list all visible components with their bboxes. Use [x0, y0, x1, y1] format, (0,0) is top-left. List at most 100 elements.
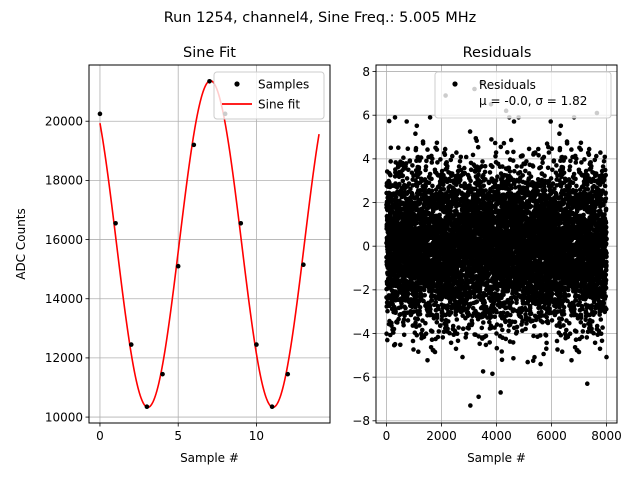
residual-point — [413, 320, 418, 326]
residual-point — [512, 168, 517, 174]
residual-point — [393, 309, 398, 314]
residual-point — [499, 357, 505, 363]
residual-point — [423, 164, 429, 169]
residual-point — [385, 308, 390, 314]
residual-point — [447, 330, 452, 336]
residual-point — [494, 322, 500, 327]
residual-point — [400, 173, 406, 178]
residual-point — [428, 307, 433, 312]
residual-point — [434, 315, 440, 321]
residual-point — [430, 329, 435, 334]
residual-point — [411, 347, 416, 352]
residual-point — [423, 320, 428, 326]
residual-point — [480, 369, 486, 374]
sample-point — [285, 371, 291, 377]
y-tick-label: 18000 — [45, 174, 83, 188]
sample-point — [207, 78, 212, 84]
residual-point — [434, 147, 440, 152]
residual-point — [482, 169, 488, 175]
residual-point — [410, 163, 415, 168]
sine-fit-title: Sine Fit — [183, 45, 236, 61]
residual-point — [404, 119, 410, 124]
residual-point — [477, 341, 483, 347]
residual-point — [429, 188, 435, 194]
residual-point — [499, 349, 505, 354]
residual-point — [463, 154, 469, 160]
sample-point — [113, 220, 118, 226]
residual-point — [401, 332, 407, 338]
residual-point — [446, 319, 451, 324]
residual-point — [415, 316, 421, 322]
residual-point — [507, 169, 513, 174]
sample-point — [128, 342, 134, 347]
residual-point — [401, 323, 406, 328]
sample-point — [160, 371, 165, 377]
residual-point — [384, 331, 389, 337]
residual-point — [427, 171, 433, 177]
residual-point — [512, 319, 518, 325]
sine-fit-grid — [89, 65, 330, 423]
x-tick-label: 0 — [96, 429, 104, 443]
residual-point — [406, 181, 412, 186]
residual-point — [479, 325, 485, 331]
residual-point — [455, 338, 461, 344]
residual-point — [510, 158, 516, 163]
residual-point — [398, 342, 403, 348]
residual-point — [503, 336, 509, 342]
figure-title: Run 1254, channel4, Sine Freq.: 5.005 MH… — [164, 10, 477, 26]
residual-point — [408, 186, 413, 192]
residual-point — [398, 304, 404, 310]
sine-fit-panel: Sine Fit 0 5 10 10000120001400016000180002… — [14, 45, 331, 465]
residual-point — [449, 310, 454, 315]
residual-point — [476, 172, 481, 178]
residual-point — [407, 158, 413, 163]
residual-point — [514, 324, 520, 330]
residual-point — [414, 123, 420, 129]
residual-point — [435, 334, 441, 340]
residual-point — [388, 159, 394, 164]
residual-point — [432, 349, 438, 355]
legend-samples-marker — [234, 81, 240, 87]
y-tick-label: 16000 — [45, 233, 83, 247]
residual-point — [410, 338, 416, 344]
residual-point — [423, 183, 429, 189]
residual-point — [508, 137, 514, 143]
sample-point — [191, 142, 197, 148]
residual-point — [406, 291, 411, 297]
sample-point — [238, 220, 244, 226]
residual-point — [416, 349, 421, 355]
residuals-series — [384, 80, 609, 408]
residual-point — [396, 316, 401, 322]
sine-fit-axes-frame — [88, 64, 331, 424]
residual-point — [456, 325, 461, 330]
residual-point — [480, 159, 485, 164]
residual-point — [417, 170, 423, 175]
residual-point — [511, 149, 516, 155]
residual-point — [421, 287, 427, 293]
x-tick-label: 5 — [174, 429, 182, 443]
residual-point — [450, 323, 456, 329]
residual-point — [434, 140, 440, 146]
residual-point — [421, 298, 426, 304]
residual-point — [401, 317, 407, 323]
sine-fit-series — [99, 79, 320, 409]
residual-point — [389, 323, 394, 329]
residual-point — [493, 178, 499, 183]
residual-point — [501, 140, 507, 146]
residual-point — [400, 178, 406, 184]
residuals-panel: Residuals 0 2000 4000 6000 8000 −8−6−4−20246… — [352, 45, 622, 465]
residual-point — [495, 287, 500, 293]
residual-point — [482, 164, 488, 169]
residual-point — [469, 321, 475, 326]
residual-point — [392, 341, 398, 347]
residual-point — [506, 328, 511, 334]
residual-point — [468, 178, 473, 184]
residual-point — [441, 187, 447, 192]
residual-point — [425, 358, 430, 363]
residual-point — [493, 150, 499, 155]
sample-point — [97, 111, 103, 117]
residual-point — [494, 309, 499, 315]
residual-point — [401, 155, 406, 160]
residual-point — [429, 176, 434, 182]
